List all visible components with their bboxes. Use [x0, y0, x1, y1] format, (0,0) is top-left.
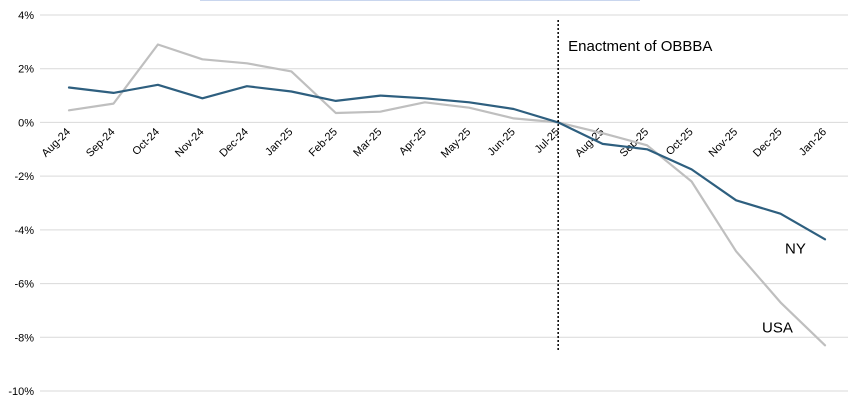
gridlines [40, 14, 848, 392]
y-axis-ticks: 4% 2% 0% -2% -4% -6% -8% -10% [8, 10, 34, 398]
y-tick-label: -4% [14, 225, 34, 237]
series-line-usa [67, 43, 827, 347]
x-tick-label: Mar-25 [351, 126, 384, 159]
x-tick-label: Oct-25 [664, 126, 696, 158]
x-tick-label: Dec-25 [751, 126, 785, 160]
x-tick-label: Jun-25 [486, 126, 518, 158]
y-tick-label: -10% [8, 386, 34, 398]
x-tick-label: Nov-24 [173, 126, 207, 160]
x-tick-label: Sep-24 [84, 126, 118, 160]
x-tick-label: Oct-24 [130, 126, 162, 158]
series-line-ny [67, 83, 827, 241]
series-label-usa: USA [762, 319, 793, 336]
x-tick-label: Feb-25 [307, 126, 340, 159]
x-tick-label: Jan-25 [263, 126, 295, 158]
x-axis-ticks: Aug-24 Sep-24 Oct-24 Nov-24 Dec-24 Jan-25 Feb-… [40, 126, 830, 160]
y-tick-label: -2% [14, 171, 34, 183]
x-tick-label: Dec-24 [217, 126, 251, 160]
y-tick-label: 2% [18, 64, 34, 76]
x-tick-label: May-25 [439, 126, 473, 160]
y-tick-label: -8% [14, 332, 34, 344]
y-tick-label: 4% [18, 10, 34, 22]
x-tick-label: Apr-25 [397, 126, 429, 158]
x-tick-label: Nov-25 [707, 126, 741, 160]
enactment-label: Enactment of OBBBA [568, 38, 712, 55]
y-tick-label: -6% [14, 279, 34, 291]
series-lines [67, 43, 827, 347]
series-label-ny: NY [785, 240, 806, 257]
x-tick-label: Jan-26 [797, 126, 829, 158]
x-tick-label: Aug-24 [40, 126, 74, 160]
y-tick-label: 0% [18, 117, 34, 129]
